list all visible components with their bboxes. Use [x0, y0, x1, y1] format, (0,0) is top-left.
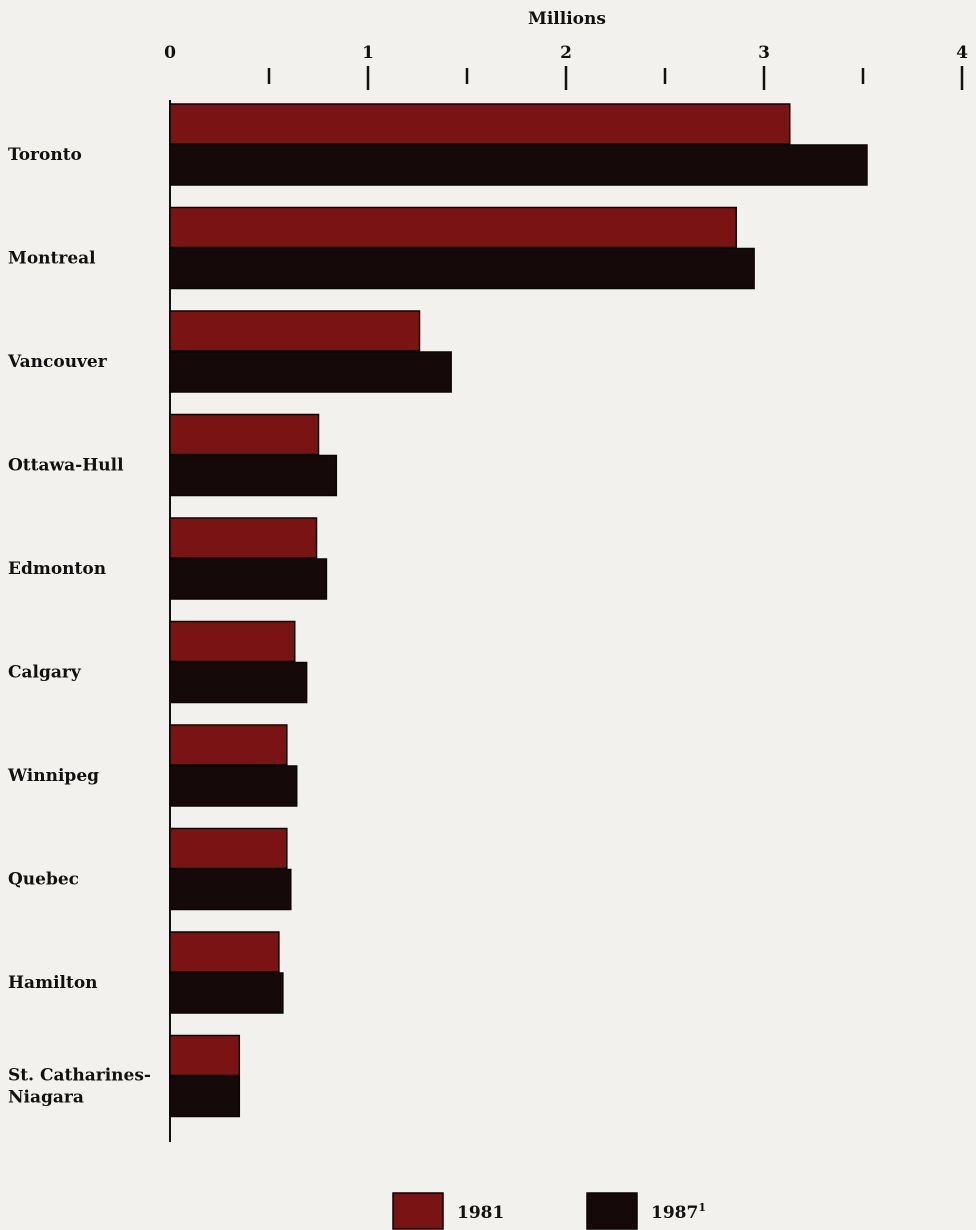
category-label: Quebec [8, 870, 79, 890]
x-axis-title: Millions [528, 9, 606, 29]
bar-1987-9 [169, 1075, 241, 1118]
bar-1987-0 [169, 144, 868, 186]
category-label: Toronto [8, 145, 82, 165]
bar-1987-6 [169, 765, 298, 807]
legend-footnote-marker: 1 [698, 1201, 706, 1214]
legend-label-text: 1981 [457, 1203, 504, 1223]
category-label: Hamilton [8, 973, 98, 993]
bar-1987-5 [169, 661, 308, 704]
bar-1981-0 [169, 103, 791, 145]
x-tick-label: 4 [956, 43, 968, 63]
category-label: St. Catharines- [8, 1066, 151, 1086]
legend: 1981 19871 [392, 1192, 706, 1230]
category-label: Calgary [8, 663, 82, 683]
bar-1981-8 [169, 931, 280, 973]
category-label: Vancouver [7, 352, 108, 372]
x-tick-label: 2 [560, 43, 572, 63]
top-axis: Millions 0 1 2 3 4 [164, 9, 968, 90]
legend-label-text: 1987 [651, 1203, 698, 1223]
category-label: Ottawa-Hull [8, 456, 124, 476]
bar-series-group [169, 103, 868, 1118]
x-tick-label: 0 [164, 43, 176, 63]
bar-1987-3 [169, 454, 338, 497]
category-label: Edmonton [8, 559, 106, 579]
bar-1981-5 [169, 620, 296, 663]
bar-1981-9 [169, 1034, 241, 1077]
legend-label-1987: 19871 [651, 1201, 706, 1223]
legend-swatch-1987 [586, 1192, 638, 1230]
legend-swatch-1981 [392, 1192, 444, 1230]
bar-1981-7 [169, 827, 288, 870]
category-label: Niagara [8, 1088, 84, 1108]
bar-1987-1 [169, 247, 755, 290]
x-tick-label: 3 [758, 43, 770, 63]
bar-1987-7 [169, 868, 292, 911]
legend-label-1981: 1981 [457, 1203, 504, 1223]
category-label: Winnipeg [7, 766, 99, 786]
x-tick-label: 1 [362, 43, 374, 63]
bar-1981-3 [169, 413, 320, 456]
bar-1981-2 [169, 310, 421, 352]
bar-1981-1 [169, 206, 738, 249]
category-label: Montreal [8, 249, 96, 269]
bar-1981-6 [169, 724, 288, 766]
category-labels: Toronto Montreal Vancouver Ottawa-Hull Edmon… [7, 145, 151, 1108]
bar-1981-4 [169, 517, 318, 559]
bar-1987-8 [169, 972, 284, 1014]
bar-1987-4 [169, 558, 328, 600]
bar-1987-2 [169, 351, 452, 393]
